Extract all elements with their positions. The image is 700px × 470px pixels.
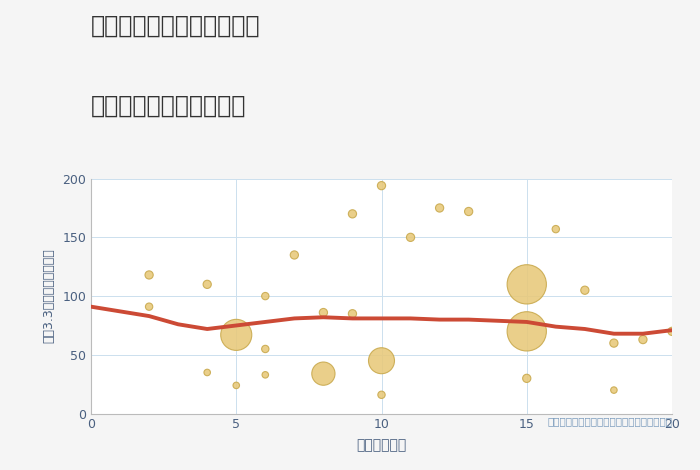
Point bbox=[463, 208, 475, 215]
Point bbox=[346, 210, 358, 218]
Point bbox=[144, 303, 155, 311]
Point bbox=[202, 281, 213, 288]
Text: 円の大きさは、取引のあった物件面積を示す: 円の大きさは、取引のあった物件面積を示す bbox=[547, 416, 672, 426]
Point bbox=[202, 368, 213, 376]
Point bbox=[521, 328, 532, 335]
Point bbox=[318, 370, 329, 377]
Point bbox=[318, 309, 329, 316]
Point bbox=[346, 310, 358, 318]
Point bbox=[580, 287, 591, 294]
Point bbox=[608, 339, 620, 347]
Point bbox=[260, 371, 271, 379]
Point bbox=[231, 331, 242, 338]
Point bbox=[608, 386, 620, 394]
Point bbox=[434, 204, 445, 212]
Point bbox=[638, 336, 649, 343]
Point bbox=[521, 281, 532, 288]
Point bbox=[376, 182, 387, 189]
Point bbox=[260, 292, 271, 300]
Point bbox=[550, 226, 561, 233]
Point bbox=[260, 345, 271, 352]
Text: 駅距離別中古戸建て価格: 駅距離別中古戸建て価格 bbox=[91, 94, 246, 118]
Text: 大阪府堺市堺区竜神橋町の: 大阪府堺市堺区竜神橋町の bbox=[91, 14, 260, 38]
Y-axis label: 坪（3.3㎡）単価（万円）: 坪（3.3㎡）単価（万円） bbox=[42, 249, 55, 344]
Point bbox=[666, 328, 678, 335]
Point bbox=[405, 234, 416, 241]
Point bbox=[376, 391, 387, 399]
Point bbox=[144, 271, 155, 279]
Point bbox=[376, 357, 387, 365]
Point bbox=[521, 375, 532, 382]
Point bbox=[289, 251, 300, 258]
X-axis label: 駅距離（分）: 駅距離（分） bbox=[356, 439, 407, 453]
Point bbox=[231, 382, 242, 389]
